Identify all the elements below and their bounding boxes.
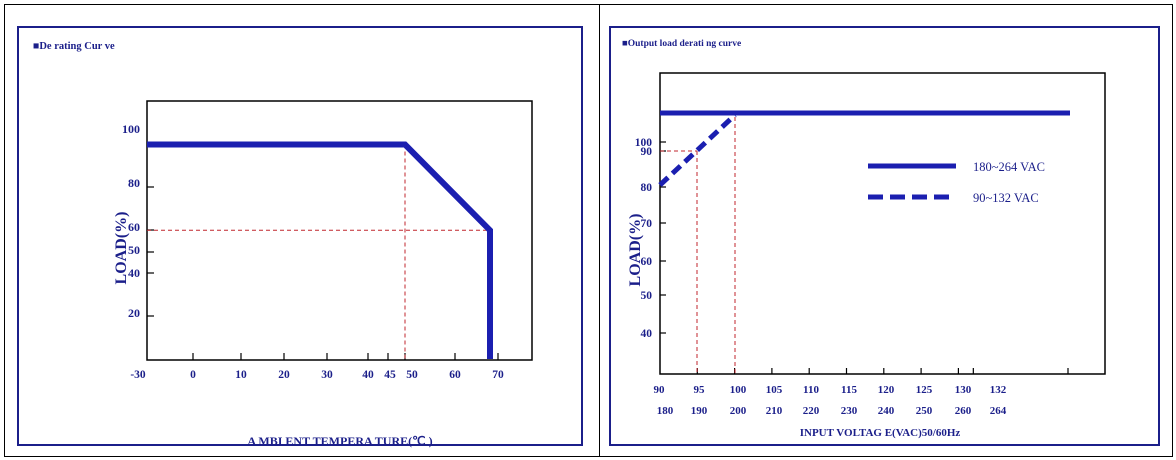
- left-x-axis-label: A MBI ENT TEMPERA TURE(℃ ): [247, 434, 432, 448]
- right-x-tick-label-secondary: 190: [691, 405, 708, 417]
- right-x-tick-label: 100: [730, 384, 747, 396]
- right-x-tick-label: 95: [694, 384, 706, 396]
- left-x-tick-label: 40: [362, 369, 374, 381]
- right-x-tick-label-secondary: 240: [878, 405, 895, 417]
- right-x-tick-label-secondary: 250: [916, 405, 933, 417]
- left-x-tick-label: 20: [278, 369, 290, 381]
- right-x-axis-label: INPUT VOLTAG E(VAC)50/60Hz: [800, 427, 961, 439]
- left-x-tick-label: -30: [130, 369, 146, 381]
- left-x-tick-label: 45: [384, 369, 396, 381]
- right-x-tick-label: 130: [955, 384, 972, 396]
- right-x-tick-label-secondary: 260: [955, 405, 972, 417]
- right-x-tick-label-secondary: 220: [803, 405, 820, 417]
- left-derating-line: [147, 145, 490, 360]
- right-x-tick-label-secondary: 200: [730, 405, 747, 417]
- right-y-tick-label: 50: [641, 290, 653, 302]
- right-x-tick-label-secondary: 180: [657, 405, 674, 417]
- left-y-tick-label: 80: [128, 176, 140, 190]
- left-y-axis-label: LOAD(%): [113, 212, 130, 285]
- right-x-tick-label-secondary: 210: [766, 405, 783, 417]
- right-y-axis-label: LOAD(%): [627, 214, 644, 287]
- right-x-tick-label: 115: [841, 384, 857, 396]
- right-x-tick-label: 105: [766, 384, 783, 396]
- right-x-tick-label: 125: [916, 384, 933, 396]
- legend-solid-label: 180~264 VAC: [973, 160, 1045, 174]
- right-x-tick-label: 110: [803, 384, 819, 396]
- right-y-tick-label: 40: [641, 328, 653, 340]
- right-x-tick-label-secondary: 264: [990, 405, 1007, 417]
- right-x-tick-label: 132: [990, 384, 1007, 396]
- right-y-tick-label: 80: [641, 182, 653, 194]
- left-x-tick-label: 60: [449, 369, 461, 381]
- left-x-tick-label: 0: [190, 369, 196, 381]
- right-chart-title: ■Output load derati ng curve: [622, 39, 741, 49]
- left-x-tick-label: 10: [235, 369, 247, 381]
- right-x-tick-label-secondary: 230: [841, 405, 858, 417]
- left-y-tick-label: 20: [128, 306, 140, 320]
- right-y-tick-label: 90: [641, 146, 653, 158]
- right-x-tick-label: 120: [878, 384, 895, 396]
- left-x-tick-label: 70: [492, 369, 504, 381]
- left-x-tick-label: 30: [321, 369, 333, 381]
- right-x-tick-label: 90: [654, 384, 666, 396]
- legend-dashed-label: 90~132 VAC: [973, 191, 1039, 205]
- left-y-tick-label: 100: [122, 122, 140, 136]
- left-x-tick-label: 50: [406, 369, 418, 381]
- right-plot-frame: [660, 73, 1105, 374]
- left-chart-title: ■De rating Cur ve: [33, 41, 115, 52]
